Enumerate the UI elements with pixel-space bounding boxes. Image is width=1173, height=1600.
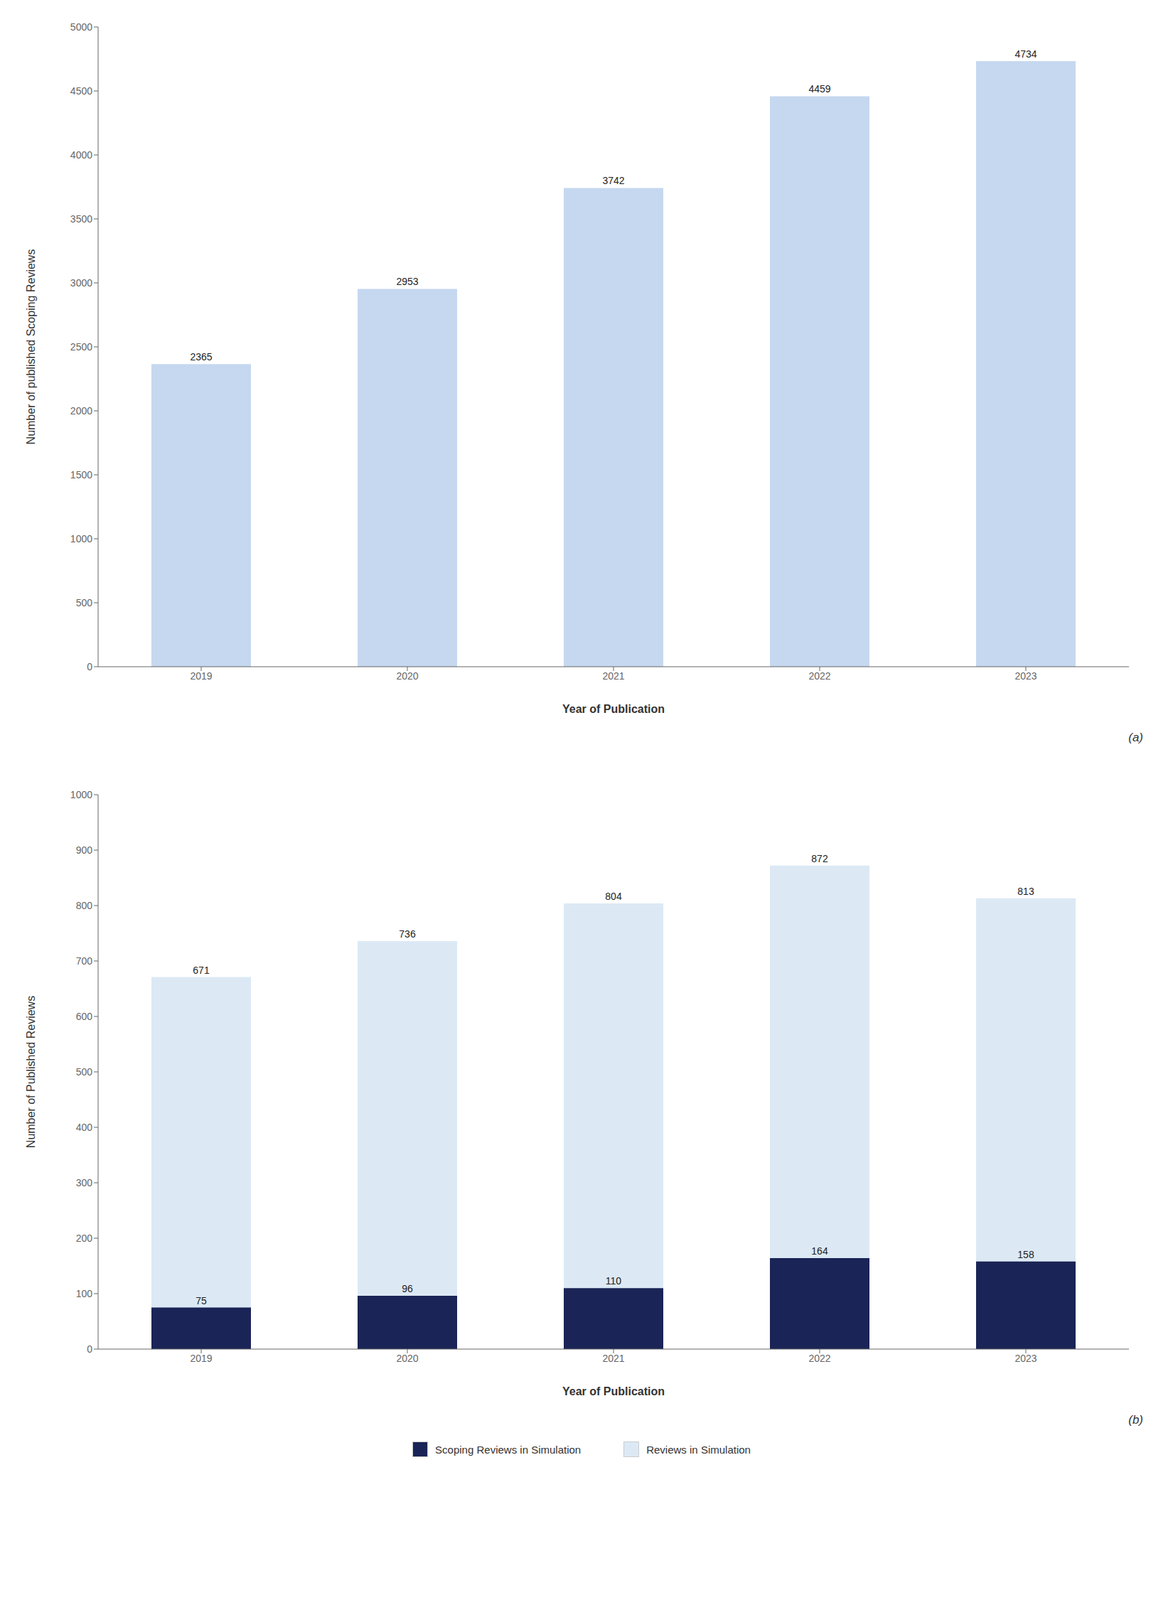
svg-text:2365: 2365 bbox=[189, 351, 212, 363]
svg-text:400: 400 bbox=[76, 1121, 94, 1134]
svg-text:4734: 4734 bbox=[1014, 48, 1037, 60]
svg-text:164: 164 bbox=[811, 1245, 829, 1257]
svg-text:2022: 2022 bbox=[808, 1352, 831, 1365]
svg-text:1500: 1500 bbox=[70, 469, 93, 481]
svg-text:3000: 3000 bbox=[70, 277, 93, 289]
svg-text:2021: 2021 bbox=[602, 670, 625, 682]
svg-text:158: 158 bbox=[1017, 1249, 1035, 1261]
svg-text:804: 804 bbox=[604, 890, 623, 903]
svg-text:2019: 2019 bbox=[189, 1352, 212, 1365]
svg-text:4459: 4459 bbox=[808, 83, 831, 95]
svg-text:872: 872 bbox=[811, 853, 829, 865]
svg-text:110: 110 bbox=[605, 1275, 623, 1287]
html-text:Reviews in Simulation: Reviews in Simulation bbox=[646, 1443, 751, 1456]
svg-text:2500: 2500 bbox=[70, 341, 93, 353]
svg-text:Number of published Scoping Re: Number of published Scoping Reviews bbox=[24, 249, 37, 446]
svg-text:2000: 2000 bbox=[70, 405, 93, 417]
svg-text:2953: 2953 bbox=[395, 275, 419, 288]
svg-text:3742: 3742 bbox=[602, 174, 625, 187]
svg-text:736: 736 bbox=[398, 928, 416, 940]
svg-text:1000: 1000 bbox=[70, 789, 93, 801]
svg-text:4000: 4000 bbox=[70, 149, 93, 161]
svg-text:2020: 2020 bbox=[395, 670, 419, 682]
svg-text:900: 900 bbox=[76, 844, 94, 856]
svg-text:200: 200 bbox=[76, 1232, 94, 1245]
svg-text:2019: 2019 bbox=[189, 670, 212, 682]
html-text:(b): (b) bbox=[1128, 1413, 1144, 1427]
svg-text:300: 300 bbox=[76, 1177, 94, 1189]
svg-text:700: 700 bbox=[76, 955, 94, 967]
svg-text:500: 500 bbox=[76, 597, 94, 609]
svg-text:Year of Publication: Year of Publication bbox=[562, 703, 665, 716]
html-text:(a): (a) bbox=[1128, 730, 1144, 745]
svg-text:4500: 4500 bbox=[70, 85, 93, 97]
svg-text:600: 600 bbox=[76, 1010, 94, 1023]
svg-text:800: 800 bbox=[76, 900, 94, 912]
svg-text:813: 813 bbox=[1017, 885, 1035, 898]
svg-text:3500: 3500 bbox=[70, 213, 93, 225]
svg-text:2022: 2022 bbox=[808, 670, 831, 682]
svg-text:5000: 5000 bbox=[70, 21, 93, 33]
html-text:Scoping Reviews in Simulation: Scoping Reviews in Simulation bbox=[435, 1443, 581, 1456]
svg-text:500: 500 bbox=[76, 1066, 94, 1078]
svg-text:1000: 1000 bbox=[70, 533, 93, 545]
svg-text:Number of Published Reviews: Number of Published Reviews bbox=[24, 995, 37, 1149]
svg-text:2023: 2023 bbox=[1014, 670, 1037, 682]
svg-text:2021: 2021 bbox=[602, 1352, 625, 1365]
svg-text:2020: 2020 bbox=[395, 1352, 419, 1365]
svg-text:671: 671 bbox=[192, 964, 210, 977]
svg-text:96: 96 bbox=[401, 1283, 414, 1295]
svg-text:75: 75 bbox=[195, 1295, 207, 1307]
svg-text:0: 0 bbox=[86, 1343, 93, 1355]
svg-text:100: 100 bbox=[76, 1288, 94, 1300]
svg-text:0: 0 bbox=[86, 661, 93, 673]
svg-text:Year of Publication: Year of Publication bbox=[562, 1385, 665, 1398]
svg-text:2023: 2023 bbox=[1014, 1352, 1037, 1365]
